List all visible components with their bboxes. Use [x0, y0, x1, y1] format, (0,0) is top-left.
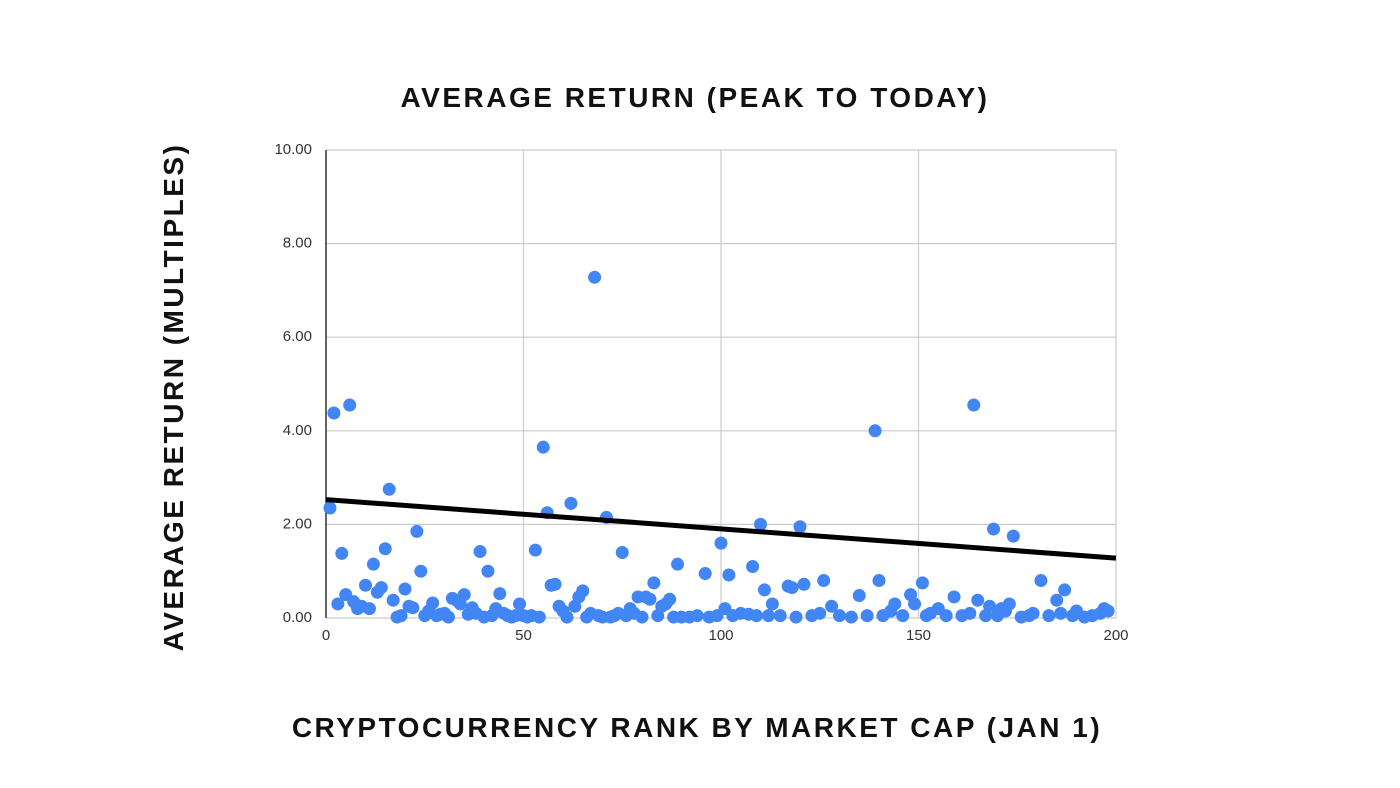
point [698, 567, 712, 581]
point [493, 587, 507, 601]
point [1050, 593, 1064, 607]
y-axis-label: AVERAGE RETURN (MULTIPLES) [158, 143, 189, 652]
point [374, 581, 388, 595]
x-tick-label: 50 [515, 627, 532, 644]
x-tick-label: 200 [1103, 627, 1128, 644]
point [888, 597, 902, 611]
point [825, 599, 839, 613]
point [588, 270, 602, 284]
point [1026, 606, 1040, 620]
point [833, 609, 846, 623]
point [671, 557, 685, 571]
point [343, 398, 357, 412]
point [983, 599, 997, 613]
point [844, 610, 858, 624]
point [331, 597, 345, 611]
point [773, 609, 787, 623]
point [793, 520, 807, 534]
point [896, 609, 910, 623]
point [852, 589, 866, 603]
point [722, 568, 736, 582]
point [382, 482, 396, 496]
y-tick-label: 4.00 [283, 422, 312, 439]
point [761, 609, 775, 623]
point [1101, 604, 1115, 618]
point [813, 606, 827, 620]
point [1054, 606, 1068, 620]
point [366, 557, 380, 571]
point [690, 609, 704, 623]
point [765, 597, 779, 611]
point [548, 577, 562, 591]
y-tick-label: 0.00 [283, 609, 312, 626]
x-tick-label: 100 [708, 627, 733, 644]
point [536, 440, 550, 454]
y-tick-label: 2.00 [283, 515, 312, 532]
point [797, 577, 811, 591]
point [457, 588, 471, 602]
point [414, 564, 428, 578]
point [1002, 597, 1016, 611]
point [746, 560, 760, 574]
point [754, 517, 767, 531]
x-axis-label: CRYPTOCURRENCY RANK BY MARKET CAP (JAN 1… [292, 712, 1102, 743]
point [410, 524, 424, 538]
point [868, 424, 882, 438]
point [560, 610, 574, 624]
point [441, 610, 455, 624]
point [406, 601, 420, 615]
point [394, 609, 408, 623]
point [908, 597, 922, 611]
point [1058, 583, 1072, 597]
point [327, 406, 341, 420]
y-tick-label: 6.00 [283, 328, 312, 345]
point [1042, 609, 1056, 623]
point [528, 543, 542, 557]
point [398, 582, 412, 596]
point [323, 501, 337, 515]
point [987, 522, 1001, 536]
point [939, 609, 953, 623]
point [757, 583, 771, 597]
point [872, 574, 886, 588]
point [576, 584, 590, 598]
point [963, 606, 977, 620]
point [426, 596, 440, 610]
point [1006, 529, 1020, 543]
point [615, 545, 629, 559]
point [386, 593, 400, 607]
chart-title: AVERAGE RETURN (PEAK TO TODAY) [401, 82, 990, 113]
trendline [325, 497, 1117, 561]
y-tick-label: 10.00 [274, 141, 312, 158]
point [789, 610, 803, 624]
point [817, 574, 831, 588]
point [362, 602, 376, 616]
point [378, 542, 392, 556]
point [481, 564, 495, 578]
point [647, 576, 661, 590]
x-tick-label: 0 [322, 627, 330, 644]
point [473, 545, 487, 559]
x-tick-label: 150 [906, 627, 931, 644]
point [643, 592, 657, 606]
point [967, 398, 981, 412]
point [335, 546, 349, 560]
point [359, 578, 372, 592]
point [915, 576, 929, 590]
point [1034, 574, 1048, 588]
point [635, 610, 649, 624]
point [513, 597, 527, 611]
point [750, 609, 764, 623]
point [532, 610, 546, 624]
point [860, 609, 874, 623]
point [971, 593, 985, 607]
point [663, 592, 677, 606]
point [714, 536, 728, 550]
point [947, 590, 961, 604]
point [785, 581, 799, 595]
y-tick-label: 8.00 [283, 235, 312, 252]
point [564, 496, 578, 510]
